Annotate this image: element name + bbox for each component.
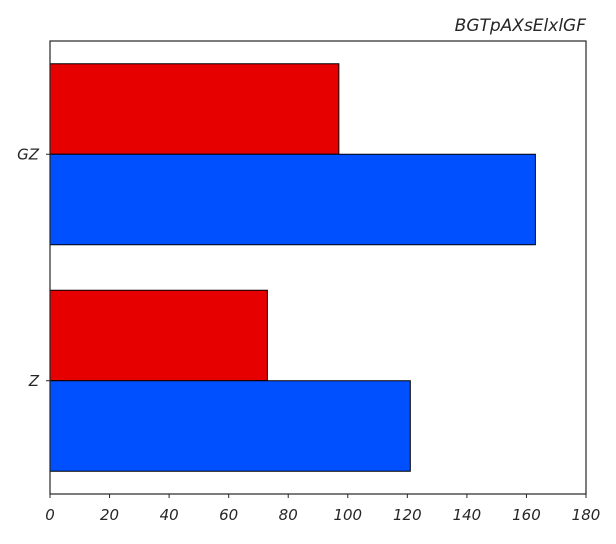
x-tick-label: 140 [453, 506, 482, 524]
bar-z-series-1 [49, 289, 268, 382]
y-tick-label: GZ [17, 145, 40, 163]
x-tick-label: 120 [393, 506, 422, 524]
x-tick-label: 60 [219, 506, 238, 524]
x-tick-label: 80 [279, 506, 298, 524]
bar-gz-series-1 [49, 63, 340, 155]
x-tick-label: 100 [333, 506, 362, 524]
x-tick-label: 160 [512, 506, 541, 524]
bar-gz-series-2 [49, 153, 536, 246]
x-tick-label: 0 [45, 506, 55, 524]
x-tick-label: 40 [160, 506, 179, 524]
bar-z-series-2 [49, 380, 411, 472]
bars-layer [49, 63, 536, 472]
plot-frame [49, 40, 587, 495]
x-axis: 0 20 40 60 80 100 120 140 160 180 [45, 494, 600, 524]
y-tick-label: Z [28, 372, 40, 390]
x-tick-label: 180 [572, 506, 601, 524]
chart-title: BGTpAXsElxlGF [455, 16, 587, 36]
x-tick-label: 20 [100, 506, 119, 524]
y-axis: GZ Z [17, 145, 50, 390]
